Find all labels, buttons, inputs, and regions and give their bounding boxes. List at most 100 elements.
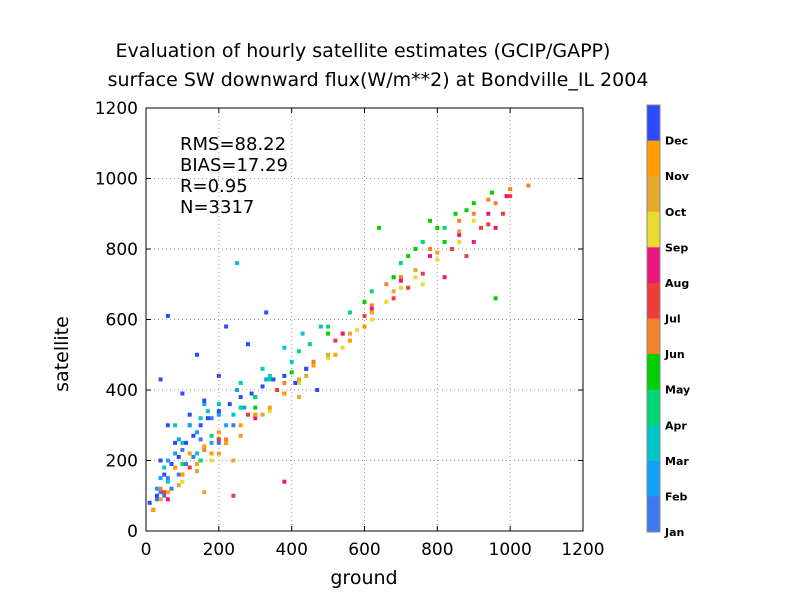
point-dec bbox=[169, 462, 174, 467]
legend-swatch-apr bbox=[647, 389, 660, 426]
point-dec bbox=[194, 352, 199, 357]
point-apr bbox=[442, 225, 447, 230]
point-sep bbox=[420, 282, 425, 287]
point-feb bbox=[242, 405, 247, 410]
legend-swatch-oct bbox=[647, 176, 660, 213]
point-feb bbox=[187, 423, 192, 428]
point-mar bbox=[289, 359, 294, 364]
point-nov bbox=[202, 444, 207, 449]
point-oct bbox=[231, 458, 236, 463]
point-sep bbox=[209, 458, 214, 463]
point-oct bbox=[238, 433, 243, 438]
point-jul bbox=[486, 222, 491, 227]
point-jun bbox=[398, 275, 403, 280]
point-jun bbox=[311, 359, 316, 364]
x-tick-label: 200 bbox=[203, 540, 235, 560]
point-apr bbox=[369, 289, 374, 294]
point-apr bbox=[307, 342, 312, 347]
point-oct bbox=[296, 395, 301, 400]
point-aug bbox=[340, 331, 345, 336]
point-jan bbox=[154, 497, 159, 502]
point-dec bbox=[245, 342, 250, 347]
point-aug bbox=[165, 497, 170, 502]
point-aug bbox=[369, 306, 374, 311]
point-jun bbox=[224, 437, 229, 442]
point-jun bbox=[457, 218, 462, 223]
chart-title-line2: surface SW downward flux(W/m**2) at Bond… bbox=[108, 69, 649, 91]
point-nov bbox=[267, 405, 272, 410]
point-mar bbox=[300, 331, 305, 336]
point-sep bbox=[267, 409, 272, 414]
point-oct bbox=[369, 310, 374, 315]
point-sep bbox=[435, 257, 440, 262]
point-jun bbox=[158, 486, 163, 491]
y-tick-label: 1000 bbox=[95, 170, 138, 190]
point-dec bbox=[180, 391, 185, 396]
y-tick-label: 0 bbox=[127, 522, 138, 542]
point-sep bbox=[471, 218, 476, 223]
x-tick-label: 1000 bbox=[489, 540, 532, 560]
point-aug bbox=[428, 254, 433, 259]
point-feb bbox=[165, 458, 170, 463]
point-may bbox=[435, 225, 440, 230]
point-aug bbox=[282, 479, 287, 484]
y-tick-label: 400 bbox=[106, 381, 138, 401]
point-jul bbox=[275, 388, 280, 392]
point-mar bbox=[180, 440, 185, 445]
point-may bbox=[471, 201, 476, 206]
point-sep bbox=[413, 275, 418, 280]
point-jul bbox=[508, 194, 513, 199]
point-nov bbox=[209, 451, 214, 456]
point-jun bbox=[486, 197, 491, 202]
legend-swatch-nov bbox=[647, 140, 660, 177]
data-points bbox=[147, 183, 531, 512]
stat-bias: BIAS=17.29 bbox=[180, 155, 288, 176]
legend-swatch-mar bbox=[647, 425, 660, 462]
legend-label-nov: Nov bbox=[665, 170, 690, 183]
point-dec bbox=[173, 440, 178, 445]
point-dec bbox=[176, 454, 181, 459]
point-apr bbox=[253, 395, 258, 400]
x-tick-label: 1200 bbox=[561, 540, 604, 560]
point-mar bbox=[194, 451, 199, 456]
legend-label-sep: Sep bbox=[665, 241, 688, 254]
point-dec bbox=[184, 440, 189, 445]
point-may bbox=[406, 254, 411, 259]
point-dec bbox=[154, 493, 159, 498]
legend-swatch-aug bbox=[647, 247, 660, 284]
point-dec bbox=[293, 380, 298, 385]
point-jun bbox=[428, 247, 433, 251]
point-sep bbox=[180, 479, 185, 484]
point-nov bbox=[165, 490, 170, 495]
point-sep bbox=[457, 239, 462, 244]
point-nov bbox=[282, 391, 287, 396]
y-tick-label: 800 bbox=[106, 240, 138, 260]
x-axis-label: ground bbox=[330, 567, 397, 589]
point-sep bbox=[398, 285, 403, 290]
point-jan bbox=[165, 476, 170, 481]
point-dec bbox=[147, 500, 152, 505]
point-jun bbox=[282, 380, 287, 385]
y-axis-ticks: 0 200 400 600 800 1000 1200 bbox=[95, 99, 583, 542]
point-sep bbox=[355, 328, 360, 333]
point-nov bbox=[180, 472, 185, 477]
point-mar bbox=[282, 345, 287, 350]
legend-swatch-dec bbox=[647, 105, 660, 142]
legend-swatch-jan bbox=[647, 496, 660, 533]
point-dec bbox=[271, 377, 276, 382]
point-oct bbox=[347, 331, 352, 336]
point-may bbox=[377, 225, 382, 230]
point-nov bbox=[151, 507, 156, 512]
point-nov bbox=[362, 324, 367, 329]
point-mar bbox=[205, 409, 210, 414]
point-jul bbox=[420, 271, 425, 276]
legend-swatch-jun bbox=[647, 318, 660, 355]
point-jul bbox=[245, 412, 250, 417]
point-jan bbox=[158, 490, 163, 495]
point-jul bbox=[449, 247, 454, 251]
point-feb bbox=[224, 423, 229, 428]
point-jun bbox=[471, 211, 476, 216]
point-apr bbox=[209, 433, 214, 438]
point-dec bbox=[227, 402, 232, 407]
